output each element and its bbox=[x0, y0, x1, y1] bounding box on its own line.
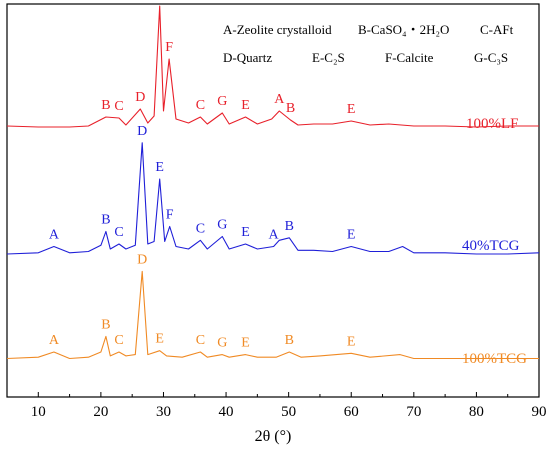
series-name-label: 40%TCG bbox=[462, 238, 520, 254]
series-layer bbox=[6, 5, 540, 360]
legend-item: G-C₃S bbox=[474, 50, 508, 65]
x-tick-label: 60 bbox=[344, 404, 359, 420]
peak-label-layer: BCDEFCGEABEABCDEFCGEABEABCDECGEBE bbox=[49, 0, 356, 351]
legend-item: E-C₂S bbox=[312, 50, 345, 65]
series-line bbox=[6, 142, 540, 255]
peak-label: D bbox=[135, 90, 145, 105]
phase-legend: A-Zeolite crystalloid B-CaSO₄・2H₂O C-AFt… bbox=[223, 22, 514, 65]
peak-label: E bbox=[241, 225, 250, 240]
legend-item: D-Quartz bbox=[223, 50, 272, 65]
peak-label: A bbox=[269, 228, 280, 243]
sample-label-layer: 100%LF 40%TCG 100%TCG bbox=[462, 116, 527, 367]
x-tick-label: 70 bbox=[406, 404, 421, 420]
legend-item: F-Calcite bbox=[385, 50, 434, 65]
peak-label: D bbox=[137, 124, 147, 139]
series-name-label: 100%LF bbox=[466, 116, 519, 132]
peak-label: D bbox=[137, 252, 147, 267]
series-line bbox=[6, 5, 539, 128]
peak-label: C bbox=[114, 225, 123, 240]
peak-label: G bbox=[217, 94, 227, 109]
legend-item: C-AFt bbox=[480, 22, 514, 37]
peak-label: G bbox=[217, 218, 227, 233]
peak-label: E bbox=[155, 160, 164, 175]
legend-item: B-CaSO₄・2H₂O bbox=[358, 22, 449, 37]
peak-label: E bbox=[347, 228, 356, 243]
peak-label: E bbox=[347, 102, 356, 117]
peak-label: B bbox=[101, 317, 110, 332]
x-tick-label: 10 bbox=[31, 404, 46, 420]
peak-label: E bbox=[347, 334, 356, 349]
peak-label: B bbox=[101, 213, 110, 228]
x-tick-label: 20 bbox=[93, 404, 108, 420]
peak-label: F bbox=[166, 208, 174, 223]
x-tick-label: 40 bbox=[219, 404, 234, 420]
peak-label: C bbox=[196, 333, 205, 348]
peak-label: B bbox=[101, 98, 110, 113]
peak-label: C bbox=[196, 98, 205, 113]
peak-label: C bbox=[114, 99, 123, 114]
peak-label: G bbox=[217, 336, 227, 351]
peak-label: B bbox=[285, 333, 294, 348]
peak-label: B bbox=[286, 101, 295, 116]
peak-label: E bbox=[155, 332, 164, 347]
peak-label: E bbox=[155, 0, 164, 2]
peak-label: E bbox=[241, 336, 250, 351]
legend-item: A-Zeolite crystalloid bbox=[223, 22, 332, 37]
peak-label: B bbox=[285, 219, 294, 234]
plot-frame bbox=[6, 3, 540, 398]
series-name-label: 100%TCG bbox=[462, 351, 527, 367]
peak-label: A bbox=[274, 92, 285, 107]
x-axis: 10 20 30 40 50 60 70 80 90 bbox=[6, 392, 547, 420]
peak-label: F bbox=[165, 40, 173, 55]
x-axis-title: 2θ (°) bbox=[255, 428, 292, 445]
x-tick-label: 50 bbox=[281, 404, 296, 420]
peak-label: A bbox=[49, 333, 60, 348]
peak-label: E bbox=[241, 98, 250, 113]
peak-label: A bbox=[49, 228, 60, 243]
x-tick-label: 30 bbox=[156, 404, 171, 420]
x-tick-label: 90 bbox=[532, 404, 547, 420]
peak-label: C bbox=[196, 221, 205, 236]
series-line bbox=[6, 270, 539, 360]
x-tick-label: 80 bbox=[469, 404, 484, 420]
peak-label: C bbox=[114, 333, 123, 348]
